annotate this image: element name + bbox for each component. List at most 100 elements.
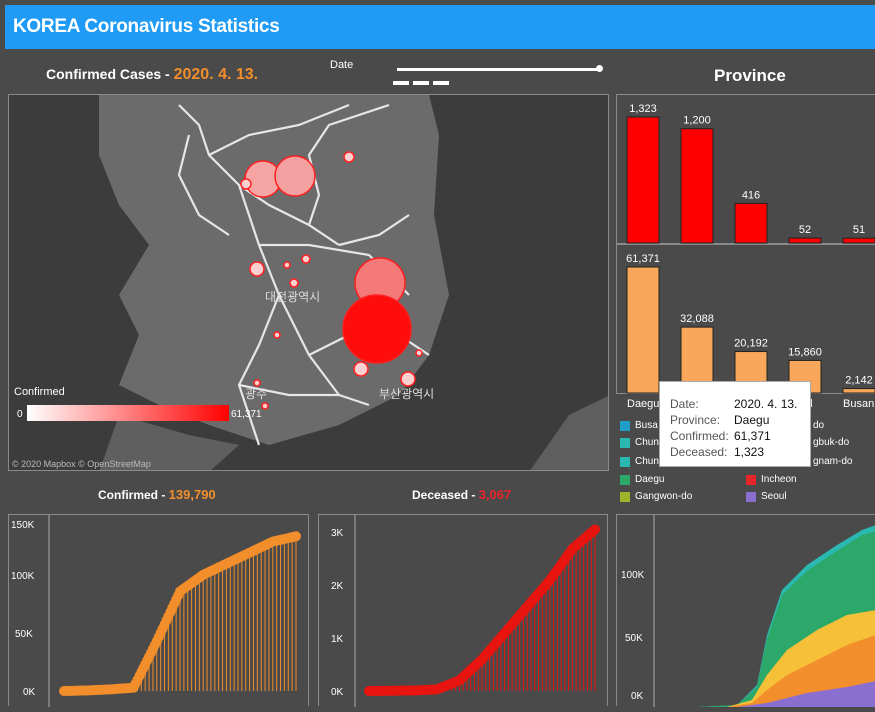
korea-map[interactable]: 대전광역시 부산광역시 광주 Confirmed 0 61,371 © 2020…	[8, 94, 609, 471]
bubble-daegu[interactable]	[342, 294, 412, 364]
date-step-controls[interactable]	[393, 81, 453, 87]
deceased-line-panel: 3K 2K 1K 0K	[318, 514, 608, 707]
bubble-gyeongnam[interactable]	[353, 361, 369, 377]
bubble-gwangju[interactable]	[253, 379, 261, 387]
confirmed-bubbles	[240, 151, 423, 410]
province-bar[interactable]	[842, 388, 875, 394]
area-seoul	[737, 681, 875, 707]
bubble-busan[interactable]	[400, 371, 416, 387]
bar-value-label: 15,860	[788, 346, 822, 358]
map-attribution[interactable]: © 2020 Mapbox © OpenStreetMap	[12, 459, 151, 469]
ytick: 3K	[331, 528, 344, 539]
date-slider[interactable]	[397, 65, 603, 72]
map-legend-gradient	[27, 405, 229, 421]
confirmed-line-panel: 150K 100K 50K 0K	[8, 514, 309, 707]
province-area-chart: 100K 50K 0K	[621, 515, 875, 707]
map-legend-title: Confirmed	[14, 386, 65, 398]
bubble-chungbuk[interactable]	[249, 261, 265, 277]
ytick: 100K	[621, 570, 645, 581]
map-canvas: 대전광역시 부산광역시 광주 Confirmed 0 61,371 © 2020…	[12, 95, 608, 470]
province-bar[interactable]	[788, 237, 822, 244]
slider-handle[interactable]	[596, 65, 603, 72]
province-bar[interactable]	[680, 128, 714, 244]
tooltip: Date: Province: Confirmed: Deceased: 202…	[659, 381, 811, 467]
bar-value-label: 52	[799, 224, 811, 236]
bar-value-label: 51	[853, 224, 865, 236]
map-title: Confirmed Cases - 2020. 4. 13.	[46, 66, 259, 83]
bar-value-label: 20,192	[734, 338, 768, 350]
land-south	[99, 415, 239, 470]
series-marks	[364, 524, 600, 696]
city-label-busan: 부산광역시	[379, 387, 434, 401]
bar-value-label: 61,371	[626, 253, 660, 265]
land-japan	[530, 395, 608, 470]
ytick: 150K	[11, 520, 35, 531]
deceased-line-chart: 3K 2K 1K 0K	[331, 515, 600, 707]
map-legend-max: 61,371	[231, 409, 262, 420]
legend-gyeongbuk[interactable]: gbuk-do	[813, 437, 850, 448]
dashboard-title: KOREA Coronavirus Statistics	[13, 16, 280, 37]
bubble-jeonnam[interactable]	[261, 402, 269, 410]
bubble-gyeonggi[interactable]	[274, 155, 316, 197]
ytick: 100K	[11, 571, 35, 582]
province-title: Province	[714, 66, 786, 85]
series-marks	[59, 531, 301, 696]
date-filter-label: Date	[330, 59, 354, 71]
bar-value-label: 1,323	[629, 103, 657, 115]
bar-value-label: 2,142	[845, 375, 873, 387]
bubble-gangwon[interactable]	[343, 151, 355, 163]
ytick: 50K	[625, 633, 643, 644]
legend-gyeongnam[interactable]: gnam-do	[813, 456, 853, 467]
bubble-incheon[interactable]	[240, 178, 252, 190]
bubble-sejong[interactable]	[301, 254, 311, 264]
confirmed-chart-title: Confirmed - 139,790	[98, 487, 216, 502]
ytick: 0K	[631, 691, 644, 702]
title-bar: KOREA Coronavirus Statistics	[5, 5, 875, 49]
legend-seoul[interactable]: Seoul	[761, 491, 787, 502]
highway-network	[177, 103, 430, 446]
tooltip-values: 2020. 4. 13. Daegu 61,371 1,323	[734, 397, 798, 459]
bubble-chungnam[interactable]	[283, 261, 291, 269]
ytick: 0K	[331, 687, 344, 698]
province-bar[interactable]	[626, 116, 660, 244]
deceased-bar-chart: 1,323 1,200 416 52 51	[626, 103, 875, 244]
bar-value-label: 32,088	[680, 313, 714, 325]
legend-incheon[interactable]: Incheon	[761, 474, 797, 485]
tooltip-keys: Date: Province: Confirmed: Deceased:	[670, 397, 729, 459]
bubble-daejeon[interactable]	[289, 278, 299, 288]
confirmed-bar-chart: 61,371 32,088 20,192 15,860 2,142	[626, 253, 875, 394]
legend-gyeonggi[interactable]: do	[813, 420, 825, 431]
province-area-panel: 100K 50K 0K	[616, 514, 875, 707]
data-point[interactable]	[291, 531, 301, 542]
city-label-gwangju: 광주	[245, 387, 267, 401]
province-bar[interactable]	[734, 202, 768, 244]
legend-chungnam[interactable]: Chun	[635, 456, 659, 467]
legend-busan[interactable]: Busa	[635, 420, 658, 431]
map-legend-min: 0	[17, 409, 23, 420]
confirmed-total: 139,790	[168, 487, 216, 502]
confirmed-bar-panel: 61,371 32,088 20,192 15,860 2,142	[616, 244, 875, 394]
axis-label-daegu: Daegu	[627, 398, 660, 410]
legend-daegu[interactable]: Daegu	[635, 474, 665, 485]
deceased-total: 3,067	[478, 487, 512, 502]
data-point[interactable]	[590, 524, 600, 535]
bubble-ulsan[interactable]	[415, 349, 423, 357]
ytick: 50K	[15, 629, 33, 640]
province-legend: Busa Chun Chun Daegu Gangwon-do do gbuk-…	[616, 416, 875, 510]
confirmed-line-chart: 150K 100K 50K 0K	[11, 515, 301, 707]
ytick: 0K	[23, 687, 36, 698]
axis-label-busan: Busan	[843, 398, 875, 410]
province-bar[interactable]	[626, 266, 660, 394]
legend-gangwon[interactable]: Gangwon-do	[635, 491, 693, 502]
deceased-chart-title: Deceased - 3,067	[412, 487, 512, 502]
deceased-bar-panel: 1,323 1,200 416 52 51	[616, 94, 875, 244]
bar-value-label: 416	[742, 189, 760, 201]
ytick: 1K	[331, 634, 344, 645]
bar-value-label: 1,200	[683, 115, 711, 127]
ytick: 2K	[331, 581, 344, 592]
city-label-daejeon: 대전광역시	[265, 290, 320, 304]
bubble-jeonbuk[interactable]	[273, 331, 281, 339]
province-bar[interactable]	[842, 237, 875, 244]
legend-chungbuk[interactable]: Chun	[635, 437, 659, 448]
map-date: 2020. 4. 13.	[173, 66, 259, 83]
